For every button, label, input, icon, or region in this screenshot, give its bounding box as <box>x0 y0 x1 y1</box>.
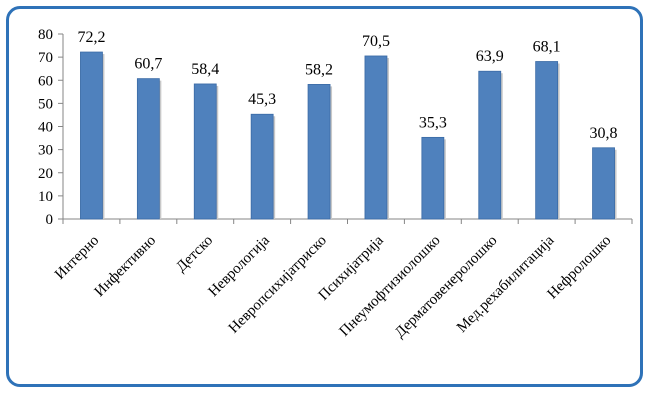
data-label: 70,5 <box>362 33 390 50</box>
y-tick-label: 0 <box>46 212 54 228</box>
y-tick-label: 30 <box>38 143 53 159</box>
category-label: Пнеумофтизиолошко <box>337 233 444 340</box>
bar <box>592 147 615 220</box>
bar <box>136 78 160 220</box>
y-tick-label: 40 <box>38 120 53 136</box>
bar <box>307 84 331 220</box>
y-tick-label: 80 <box>38 27 53 43</box>
category-label: Инфективно <box>92 233 160 301</box>
data-label: 60,7 <box>134 56 162 73</box>
bar <box>364 55 388 220</box>
y-tick-label: 60 <box>38 73 53 89</box>
data-label: 58,4 <box>191 61 219 78</box>
category-label: Невропсихијатриско <box>226 233 330 337</box>
data-label: 72,2 <box>77 29 105 46</box>
bar <box>80 51 103 220</box>
category-label: Мед.рехабилитација <box>454 232 558 336</box>
bar <box>535 61 559 220</box>
data-label: 63,9 <box>476 48 504 65</box>
data-label: 35,3 <box>419 114 447 131</box>
bar <box>193 83 217 220</box>
y-tick-label: 70 <box>38 50 53 66</box>
y-tick-label: 10 <box>38 189 53 205</box>
category-label: Дерматовенеролошко <box>392 233 501 342</box>
data-label: 30,8 <box>590 125 618 142</box>
data-label: 68,1 <box>533 39 561 56</box>
bars <box>80 51 617 220</box>
y-tick-label: 50 <box>38 96 53 112</box>
data-label: 58,2 <box>305 61 333 78</box>
bar <box>421 136 445 220</box>
y-tick-label: 20 <box>38 166 53 182</box>
data-label: 45,3 <box>248 91 276 108</box>
category-label: Детско <box>173 233 216 276</box>
data-labels: 72,2 60,7 58,4 45,3 58,2 70,5 35,3 63,9 68,1 30,8 <box>77 29 617 142</box>
bar <box>250 113 274 220</box>
bar <box>478 70 502 220</box>
category-label: Интерно <box>52 233 102 283</box>
